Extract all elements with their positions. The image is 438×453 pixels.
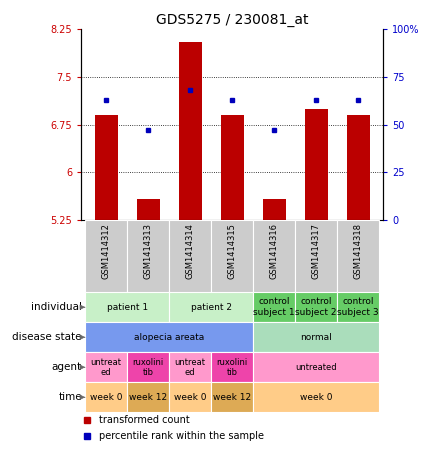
Text: week 0: week 0 [174,393,206,402]
Bar [179,42,202,220]
Text: disease state: disease state [12,332,82,342]
Text: control
subject 2: control subject 2 [295,298,337,317]
Bar [253,382,379,412]
Text: GSM1414318: GSM1414318 [353,223,363,280]
Bar [85,322,253,352]
Bar [221,115,244,220]
Text: individual: individual [31,302,82,312]
Bar [85,220,127,292]
Text: patient 2: patient 2 [191,303,232,312]
Text: week 12: week 12 [213,393,251,402]
Text: GSM1414313: GSM1414313 [144,223,153,280]
Text: ruxolini
tib: ruxolini tib [216,357,248,377]
Text: transformed count: transformed count [99,414,190,424]
Bar [304,109,328,220]
Text: untreat
ed: untreat ed [175,357,206,377]
Bar [127,382,169,412]
Bar [211,220,253,292]
Text: untreated: untreated [295,363,337,372]
Bar [337,220,379,292]
Text: patient 1: patient 1 [106,303,148,312]
Text: week 0: week 0 [90,393,123,402]
Bar [211,382,253,412]
Bar [346,115,370,220]
Text: GSM1414316: GSM1414316 [270,223,279,280]
Bar [169,220,211,292]
Text: week 12: week 12 [129,393,167,402]
Text: GSM1414317: GSM1414317 [311,223,321,280]
Bar [211,352,253,382]
Bar [169,382,211,412]
Bar [137,199,160,220]
Bar [127,352,169,382]
Text: percentile rank within the sample: percentile rank within the sample [99,431,264,441]
Text: untreat
ed: untreat ed [91,357,122,377]
Bar [169,352,211,382]
Bar [253,292,295,322]
Bar [295,220,337,292]
Bar [127,220,169,292]
Bar [95,115,118,220]
Text: control
subject 3: control subject 3 [337,298,379,317]
Text: time: time [58,392,82,402]
Bar [85,382,127,412]
Text: GSM1414315: GSM1414315 [228,223,237,279]
Text: alopecia areata: alopecia areata [134,333,204,342]
Bar [295,292,337,322]
Text: agent: agent [52,362,82,372]
Text: control
subject 1: control subject 1 [253,298,295,317]
Bar [253,352,379,382]
Title: GDS5275 / 230081_at: GDS5275 / 230081_at [156,13,308,27]
Text: ruxolini
tib: ruxolini tib [133,357,164,377]
Bar [253,220,295,292]
Text: GSM1414312: GSM1414312 [102,223,111,279]
Bar [253,322,379,352]
Bar [337,292,379,322]
Text: week 0: week 0 [300,393,332,402]
Text: normal: normal [300,333,332,342]
Bar [169,292,253,322]
Bar [262,199,286,220]
Text: GSM1414314: GSM1414314 [186,223,194,279]
Bar [85,292,169,322]
Bar [85,352,127,382]
